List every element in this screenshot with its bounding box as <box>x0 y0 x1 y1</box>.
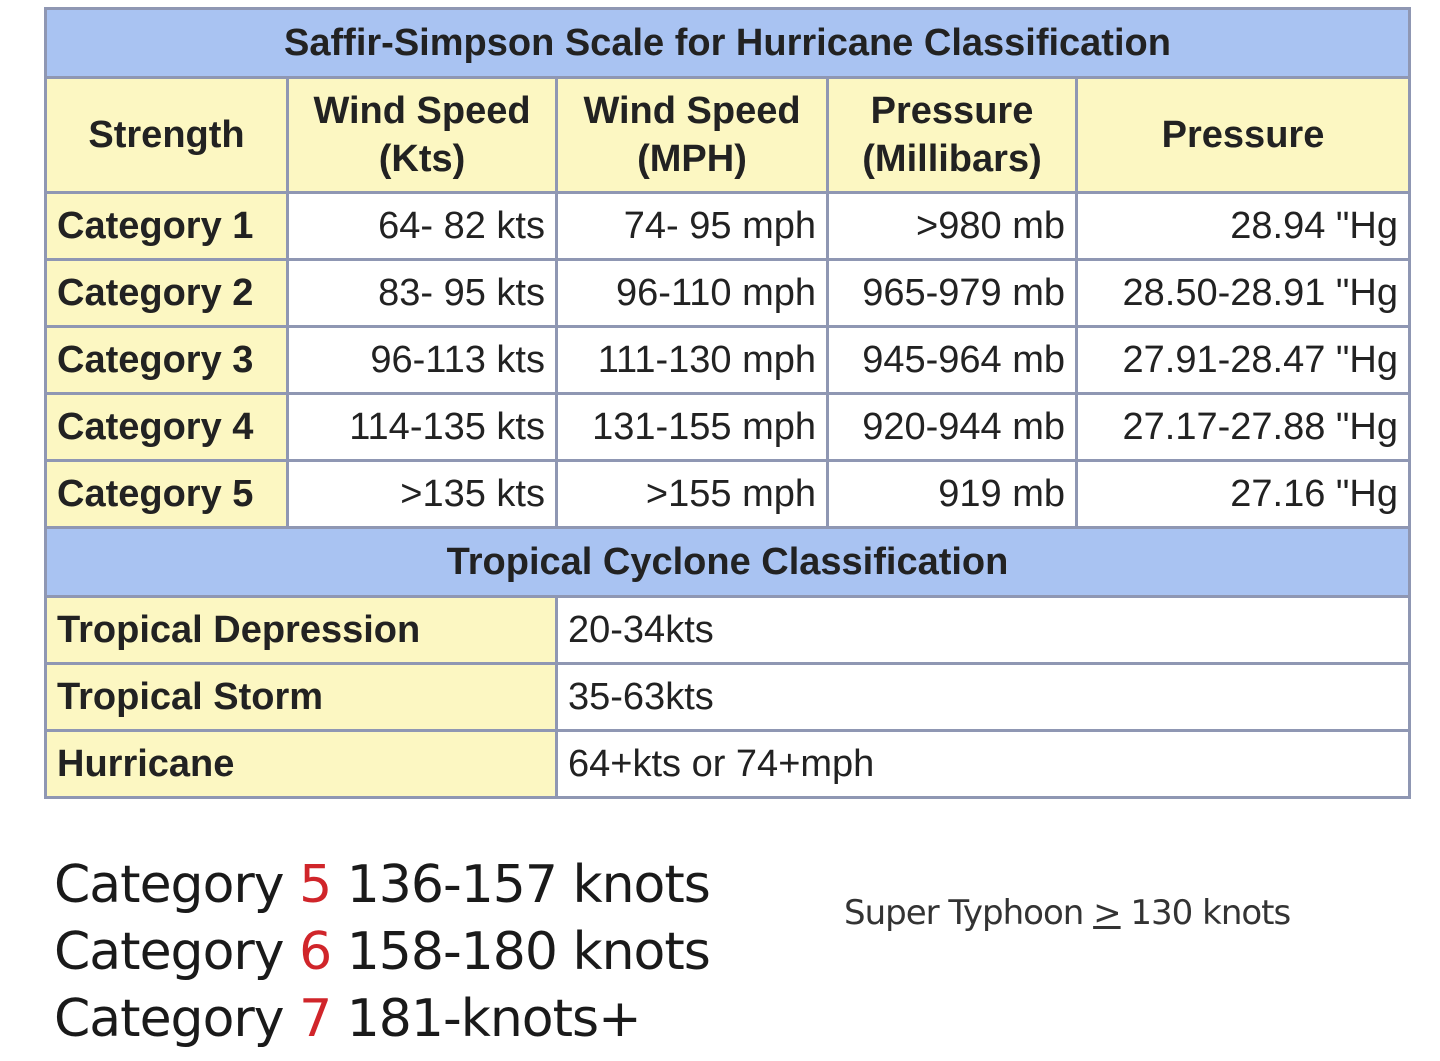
table-row: Category 4 114-135 kts 131-155 mph 920-944 … <box>44 392 1411 462</box>
category-number: 6 <box>299 922 332 982</box>
cell-pressure-hg: 28.94 "Hg <box>1075 191 1411 261</box>
table-row: Category 1 64- 82 kts 74- 95 mph >980 mb 28.… <box>44 191 1411 261</box>
cell-strength: Category 1 <box>44 191 289 261</box>
header-row: Strength Wind Speed (Kts) Wind Speed (MP… <box>44 76 1411 194</box>
cell-wind-mph: 131-155 mph <box>555 392 829 462</box>
cell-pressure-hg: 27.17-27.88 "Hg <box>1075 392 1411 462</box>
super-typhoon-label: Super Typhoon <box>844 893 1084 933</box>
category-label: Category <box>54 989 285 1049</box>
cell-wind-mph: 96-110 mph <box>555 258 829 328</box>
extra-category-line: Category 5 136-157 knots <box>54 852 711 919</box>
cell-pressure-mb: 965-979 mb <box>826 258 1078 328</box>
cell-pressure-hg: 28.50-28.91 "Hg <box>1075 258 1411 328</box>
category-range: 181-knots+ <box>346 989 642 1049</box>
cell-wind-mph: 111-130 mph <box>555 325 829 395</box>
cell-wind-mph: >155 mph <box>555 459 829 529</box>
category-label: Category <box>54 855 285 915</box>
cell-pressure-mb: >980 mb <box>826 191 1078 261</box>
cell-wind-kts: >135 kts <box>286 459 558 529</box>
cell-pressure-mb: 945-964 mb <box>826 325 1078 395</box>
tropical-class: Tropical Depression <box>44 595 558 665</box>
cell-wind-kts: 114-135 kts <box>286 392 558 462</box>
extra-categories: Category 5 136-157 knots Category 6 158-1… <box>54 852 711 1053</box>
header-pressure-hg: Pressure <box>1075 76 1411 194</box>
tropical-row: Tropical Depression 20-34kts <box>44 595 1411 665</box>
cell-pressure-mb: 919 mb <box>826 459 1078 529</box>
header-wind-mph: Wind Speed (MPH) <box>555 76 829 194</box>
cell-pressure-hg: 27.16 "Hg <box>1075 459 1411 529</box>
header-strength: Strength <box>44 76 289 194</box>
cell-wind-kts: 83- 95 kts <box>286 258 558 328</box>
cell-wind-kts: 64- 82 kts <box>286 191 558 261</box>
category-number: 7 <box>299 989 332 1049</box>
category-label: Category <box>54 922 285 982</box>
table-row: Category 2 83- 95 kts 96-110 mph 965-979 mb… <box>44 258 1411 328</box>
category-range: 136-157 knots <box>346 855 711 915</box>
cell-wind-mph: 74- 95 mph <box>555 191 829 261</box>
cell-strength: Category 3 <box>44 325 289 395</box>
cell-strength: Category 5 <box>44 459 289 529</box>
table-row: Category 5 >135 kts >155 mph 919 mb 27.16 "H… <box>44 459 1411 529</box>
tropical-speed: 64+kts or 74+mph <box>555 729 1411 799</box>
header-pressure-mb: Pressure (Millibars) <box>826 76 1078 194</box>
cell-wind-kts: 96-113 kts <box>286 325 558 395</box>
greater-equal-symbol: > <box>1093 893 1121 933</box>
tropical-speed: 35-63kts <box>555 662 1411 732</box>
header-wind-kts: Wind Speed (Kts) <box>286 76 558 194</box>
tropical-row: Hurricane 64+kts or 74+mph <box>44 729 1411 799</box>
tropical-title: Tropical Cyclone Classification <box>44 526 1411 598</box>
tropical-class: Hurricane <box>44 729 558 799</box>
super-typhoon-value: 130 knots <box>1130 893 1291 933</box>
tropical-class: Tropical Storm <box>44 662 558 732</box>
cell-pressure-hg: 27.91-28.47 "Hg <box>1075 325 1411 395</box>
cell-pressure-mb: 920-944 mb <box>826 392 1078 462</box>
hurricane-scale-table: Saffir-Simpson Scale for Hurricane Class… <box>44 7 1411 799</box>
extra-category-line: Category 7 181-knots+ <box>54 986 710 1053</box>
tropical-speed: 20-34kts <box>555 595 1411 665</box>
tropical-row: Tropical Storm 35-63kts <box>44 662 1411 732</box>
super-typhoon-note: Super Typhoon > 130 knots <box>844 893 1291 933</box>
category-range: 158-180 knots <box>346 922 711 982</box>
cell-strength: Category 2 <box>44 258 289 328</box>
extra-category-line: Category 6 158-180 knots <box>54 919 711 986</box>
category-number: 5 <box>299 855 332 915</box>
table-row: Category 3 96-113 kts 111-130 mph 945-964 m… <box>44 325 1411 395</box>
cell-strength: Category 4 <box>44 392 289 462</box>
table-title: Saffir-Simpson Scale for Hurricane Class… <box>44 7 1411 79</box>
